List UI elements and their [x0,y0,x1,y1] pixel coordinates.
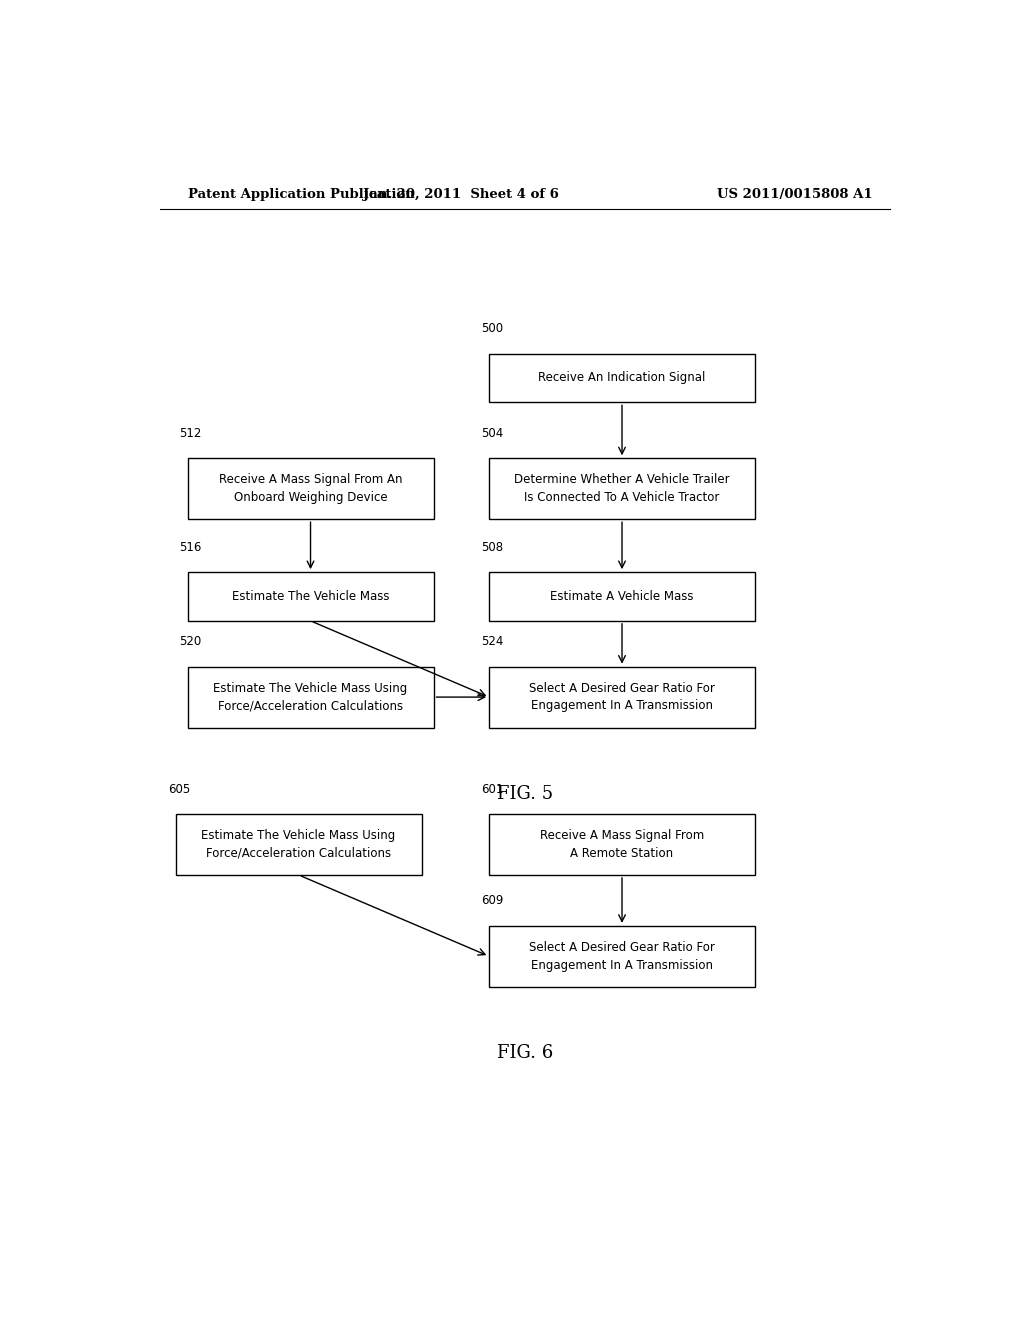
Text: Estimate The Vehicle Mass: Estimate The Vehicle Mass [231,590,389,603]
Text: 524: 524 [481,635,504,648]
Text: Receive An Indication Signal: Receive An Indication Signal [539,371,706,384]
Bar [489,667,755,727]
Bar [489,814,755,875]
Text: US 2011/0015808 A1: US 2011/0015808 A1 [717,189,872,202]
Text: FIG. 5: FIG. 5 [497,784,553,803]
Text: 609: 609 [481,895,504,907]
Text: 512: 512 [179,426,202,440]
Text: 500: 500 [481,322,503,335]
Text: Receive A Mass Signal From An
Onboard Weighing Device: Receive A Mass Signal From An Onboard We… [219,474,402,504]
Text: Receive A Mass Signal From
A Remote Station: Receive A Mass Signal From A Remote Stat… [540,829,705,859]
Text: Estimate The Vehicle Mass Using
Force/Acceleration Calculations: Estimate The Vehicle Mass Using Force/Ac… [202,829,395,859]
Bar [176,814,422,875]
Text: Select A Desired Gear Ratio For
Engagement In A Transmission: Select A Desired Gear Ratio For Engageme… [529,682,715,713]
Text: Select A Desired Gear Ratio For
Engagement In A Transmission: Select A Desired Gear Ratio For Engageme… [529,941,715,972]
Bar [489,572,755,620]
Bar [489,354,755,403]
Bar [489,925,755,987]
Text: 605: 605 [168,783,189,796]
Text: Determine Whether A Vehicle Trailer
Is Connected To A Vehicle Tractor: Determine Whether A Vehicle Trailer Is C… [514,474,730,504]
Bar [489,458,755,519]
Text: 516: 516 [179,541,202,554]
Bar [187,667,433,727]
Text: Estimate The Vehicle Mass Using
Force/Acceleration Calculations: Estimate The Vehicle Mass Using Force/Ac… [213,682,408,713]
Text: Patent Application Publication: Patent Application Publication [187,189,415,202]
Text: 601: 601 [481,783,504,796]
Text: 508: 508 [481,541,503,554]
Text: FIG. 6: FIG. 6 [497,1044,553,1061]
Text: Estimate A Vehicle Mass: Estimate A Vehicle Mass [550,590,694,603]
Text: 504: 504 [481,426,504,440]
Text: 520: 520 [179,635,202,648]
Text: Jan. 20, 2011  Sheet 4 of 6: Jan. 20, 2011 Sheet 4 of 6 [364,189,559,202]
Bar [187,458,433,519]
Bar [187,572,433,620]
